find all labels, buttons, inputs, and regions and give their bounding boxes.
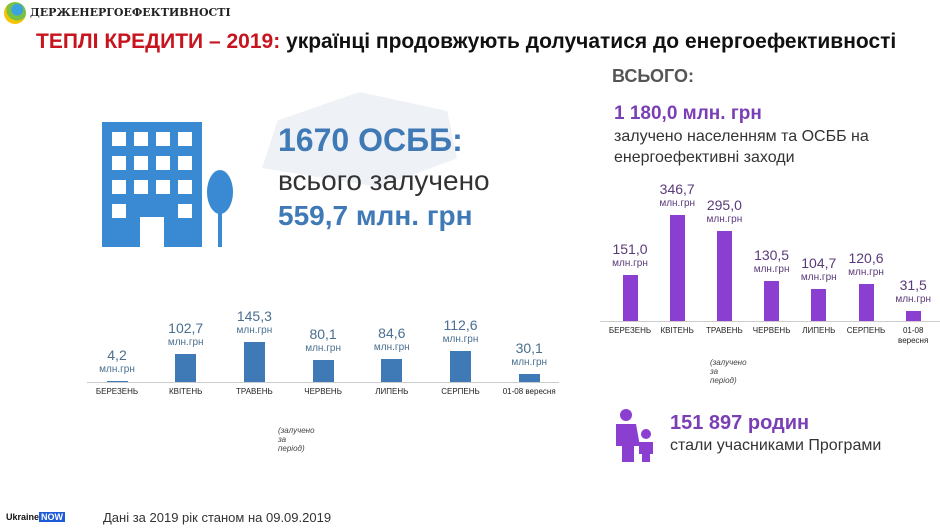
category-label: ЧЕРВЕНЬ	[752, 326, 791, 335]
category-label: КВІТЕНЬ	[168, 387, 203, 396]
bar	[858, 284, 874, 321]
category-label: ЧЕРВЕНЬ	[304, 387, 342, 396]
total-value: 1 180,0 млн. грн	[614, 103, 762, 124]
bar-value-label: 104,7	[801, 254, 837, 271]
bar-unit-label: млн.грн	[612, 257, 648, 269]
org-name: ДЕРЖЕНЕРГОЕФЕКТИВНОСТІ	[30, 6, 231, 19]
bar	[312, 359, 334, 382]
bar	[243, 342, 265, 382]
bar-value-label: 151,0	[612, 240, 648, 257]
category-label: БЕРЕЗЕНЬ	[608, 326, 652, 335]
bar-unit-label: млн.грн	[236, 325, 273, 337]
category-label: КВІТЕНЬ	[660, 326, 694, 335]
bar	[716, 230, 732, 321]
bar-value-label: 145,3	[236, 308, 272, 325]
total-description: залучено населенням та ОСББ на енергоефе…	[614, 128, 869, 166]
category-label: СЕРПЕНЬ	[441, 387, 480, 396]
category-label: ЛИПЕНЬ	[375, 387, 409, 396]
families-description: стали учасниками Програми	[670, 437, 882, 454]
chart-note: (залучено за період)	[278, 426, 315, 453]
bar	[669, 214, 685, 321]
brand-text: Ukraine	[6, 512, 40, 522]
bar	[622, 274, 638, 321]
bar	[811, 288, 827, 321]
bar-unit-label: млн.грн	[167, 336, 204, 348]
x-axis	[87, 382, 560, 383]
bar-unit-label: млн.грн	[373, 341, 410, 353]
bar-unit-label: млн.грн	[511, 356, 548, 368]
ukraine-now-logo: Ukraine NOW	[6, 512, 66, 522]
bar-value-label: 130,5	[754, 247, 790, 264]
osbb-subtitle: всього залучено	[278, 165, 490, 196]
bar-value-label: 295,0	[706, 196, 742, 213]
bar-unit-label: млн.грн	[442, 334, 479, 346]
category-label: ЛИПЕНЬ	[802, 326, 836, 335]
category-label: 01-08 вересня	[898, 326, 929, 345]
osbb-block: 1670 ОСББ: всього залучено 559,7 млн. гр…	[262, 92, 532, 237]
bar	[450, 351, 471, 382]
bar-value-label: 84,6	[378, 324, 406, 341]
families-count: 151 897 родин	[670, 412, 810, 434]
bar-unit-label: млн.грн	[659, 197, 696, 209]
title-text: українці продовжують долучатися до енерг…	[280, 30, 897, 53]
bar-unit-label: млн.грн	[848, 267, 884, 279]
bar-unit-label: млн.грн	[895, 294, 932, 306]
bar-value-label: 30,1	[515, 339, 543, 356]
bar-unit-label: млн.грн	[305, 342, 341, 354]
category-label: БЕРЕЗЕНЬ	[95, 387, 139, 396]
bar-unit-label: млн.грн	[753, 264, 790, 276]
bar-value-label: 346,7	[659, 180, 695, 197]
osbb-count: 1670 ОСББ:	[278, 122, 463, 158]
footer-note: Дані за 2019 рік станом на 09.09.2019	[103, 510, 332, 525]
bar-value-label: 102,7	[168, 319, 204, 336]
bar-value-label: 120,6	[848, 250, 884, 267]
category-label: ТРАВЕНЬ	[236, 387, 273, 396]
category-label: СЕРПЕНЬ	[846, 326, 886, 335]
bar	[905, 311, 921, 321]
bar	[518, 373, 540, 382]
logo-icon	[4, 2, 26, 24]
chart-note: (залучено за період)	[710, 358, 747, 385]
total-heading: ВСЬОГО:	[612, 66, 694, 86]
bar	[381, 358, 403, 382]
bar-value-label: 31,5	[899, 277, 927, 294]
title-highlight: ТЕПЛІ КРЕДИТИ – 2019:	[36, 30, 281, 53]
category-label: 01-08 вересня	[502, 387, 556, 396]
bar-value-label: 80,1	[309, 325, 337, 342]
page-title: ТЕПЛІ КРЕДИТИ – 2019: українці продовжую…	[36, 30, 896, 54]
family-icon	[616, 409, 653, 462]
category-label: ТРАВЕНЬ	[706, 326, 743, 335]
osbb-sum: 559,7 млн. грн	[278, 200, 473, 231]
bar-unit-label: млн.грн	[800, 271, 837, 283]
bar-value-label: 4,2	[107, 346, 127, 363]
bar-unit-label: млн.грн	[706, 213, 743, 225]
bar-unit-label: млн.грн	[99, 363, 135, 375]
x-axis	[600, 321, 940, 322]
bar	[764, 281, 780, 321]
bar-value-label: 112,6	[443, 317, 478, 334]
bar	[106, 380, 128, 382]
bar	[175, 353, 197, 382]
brand-badge: NOW	[39, 512, 66, 522]
building-icon	[102, 122, 233, 247]
